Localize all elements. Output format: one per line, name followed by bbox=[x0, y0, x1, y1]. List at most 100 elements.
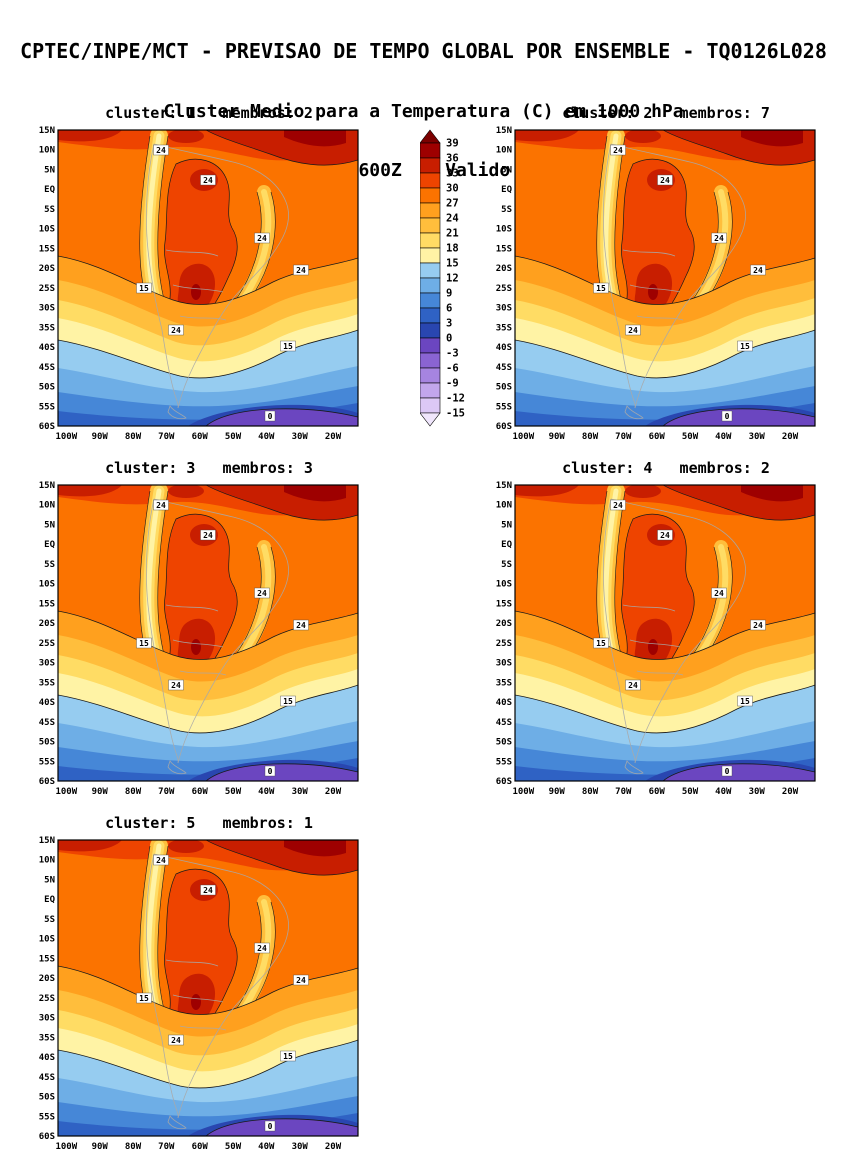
contour-label: 15 bbox=[283, 1052, 293, 1061]
contour-label-box bbox=[264, 1120, 276, 1132]
lat-tick-label: 50S bbox=[39, 1093, 55, 1103]
contour-label-box bbox=[610, 499, 626, 511]
lon-tick-label: 80W bbox=[125, 787, 142, 797]
lat-tick-label: 40S bbox=[39, 343, 55, 353]
lat-tick-label: 15S bbox=[496, 244, 512, 254]
lat-tick-label: 15N bbox=[39, 836, 55, 846]
legend-tick-label: -15 bbox=[446, 408, 465, 420]
lat-tick-label: 5N bbox=[44, 521, 55, 531]
figure-subtitle: Cluster Medio para a Temperatura (C) em … bbox=[163, 101, 684, 122]
lon-tick-label: 70W bbox=[615, 432, 632, 442]
lat-tick-label: 20S bbox=[39, 974, 55, 984]
contour-label: 24 bbox=[296, 621, 306, 630]
legend-tick-label: 39 bbox=[446, 138, 459, 150]
contour-label-box bbox=[136, 992, 152, 1004]
lat-tick-label: 45S bbox=[496, 718, 512, 728]
contour-label-box bbox=[293, 619, 309, 631]
lat-tick-label: 35S bbox=[39, 1033, 55, 1043]
legend-tick-label: 33 bbox=[446, 168, 459, 180]
contour-label: 24 bbox=[296, 976, 306, 985]
contour-label: 15 bbox=[596, 639, 606, 648]
map-frame bbox=[514, 484, 816, 782]
lon-tick-label: 50W bbox=[682, 787, 699, 797]
map-frame bbox=[57, 839, 359, 1137]
lon-tick-label: 40W bbox=[258, 787, 275, 797]
contour-label-box bbox=[280, 695, 296, 707]
lat-tick-label: 35S bbox=[496, 678, 512, 688]
lat-tick-label: 15S bbox=[496, 599, 512, 609]
contour-label: 24 bbox=[660, 531, 670, 540]
lat-tick-label: 50S bbox=[496, 738, 512, 748]
lat-axis-labels: 15N 10N 5N EQ 5S 10S 15S 20S 25S 30S 35S 40S 45S 50S 5… bbox=[39, 126, 56, 432]
contour-label: 24 bbox=[628, 681, 638, 690]
legend-tick-label: -6 bbox=[446, 363, 459, 375]
contour-label-box bbox=[625, 324, 641, 336]
lon-tick-label: 30W bbox=[749, 787, 766, 797]
contour-label: 24 bbox=[296, 266, 306, 275]
lat-tick-label: 60S bbox=[496, 777, 512, 787]
legend-cell bbox=[419, 202, 441, 219]
contour-label: 0 bbox=[725, 412, 730, 421]
contour-label: 24 bbox=[257, 944, 267, 953]
temperature-field bbox=[515, 130, 815, 426]
lat-tick-label: 5S bbox=[44, 560, 55, 570]
panel-title: cluster: 1 membros: 2 bbox=[105, 104, 313, 122]
contour-label: 24 bbox=[714, 589, 724, 598]
lat-tick-label: 55S bbox=[39, 402, 55, 412]
legend-cell bbox=[419, 382, 441, 399]
contour-label-box bbox=[168, 679, 184, 691]
contour-label: 24 bbox=[714, 234, 724, 243]
temperature-map: 24 24 24 24 24 15 15 0 15N 10N 5N EQ 5S 10S 15S 20S 25S 3… bbox=[39, 836, 359, 1152]
temperature-field bbox=[58, 840, 358, 1136]
legend-cell bbox=[419, 337, 441, 354]
lat-tick-label: 10S bbox=[496, 580, 512, 590]
lat-tick-label: 40S bbox=[496, 698, 512, 708]
lon-tick-label: 100W bbox=[55, 1142, 77, 1152]
lat-tick-label: 25S bbox=[496, 639, 512, 649]
lat-tick-label: 15N bbox=[39, 126, 55, 136]
temperature-field bbox=[515, 485, 815, 781]
legend-cell bbox=[419, 262, 441, 279]
panel-title: cluster: 3 membros: 3 bbox=[105, 459, 313, 477]
legend-tick-label: 3 bbox=[446, 318, 452, 330]
lat-tick-label: 50S bbox=[39, 738, 55, 748]
legend-tick-label: 36 bbox=[446, 153, 459, 165]
contour-label-box bbox=[254, 942, 270, 954]
lat-tick-label: 55S bbox=[39, 1112, 55, 1122]
contour-label: 24 bbox=[257, 234, 267, 243]
lon-axis-labels: 100W 90W 80W 70W 60W 50W 40W 30W 20W bbox=[512, 432, 798, 442]
lat-tick-label: 10N bbox=[496, 146, 512, 156]
lat-tick-label: 50S bbox=[39, 383, 55, 393]
lat-tick-label: 60S bbox=[39, 777, 55, 787]
contour-label: 15 bbox=[740, 697, 750, 706]
lat-tick-label: 30S bbox=[496, 304, 512, 314]
lat-tick-label: 15N bbox=[39, 481, 55, 491]
lon-tick-label: 100W bbox=[512, 432, 534, 442]
lat-tick-label: 15N bbox=[496, 481, 512, 491]
legend-tick-label: -12 bbox=[446, 393, 465, 405]
lat-tick-label: 40S bbox=[496, 343, 512, 353]
map-frame bbox=[57, 129, 359, 427]
contour-label-box bbox=[711, 232, 727, 244]
contour-label-box bbox=[168, 1034, 184, 1046]
lon-tick-label: 20W bbox=[782, 432, 799, 442]
contour-labels: 24 24 24 24 24 15 15 0 bbox=[593, 144, 766, 422]
contour-label: 24 bbox=[171, 326, 181, 335]
lat-tick-label: EQ bbox=[501, 540, 512, 550]
lat-tick-label: 20S bbox=[496, 264, 512, 274]
contour-label: 24 bbox=[613, 146, 623, 155]
contour-labels: 24 24 24 24 24 15 15 0 bbox=[136, 144, 309, 422]
cluster-panel-2: cluster: 2 membros: 7 24 24 24 24 24 15 15 0 15N… bbox=[485, 96, 817, 444]
legend-tick-label: -9 bbox=[446, 378, 459, 390]
lat-tick-label: 30S bbox=[39, 659, 55, 669]
contour-label-box bbox=[721, 765, 733, 777]
contour-label: 24 bbox=[753, 621, 763, 630]
contour-label-box bbox=[153, 144, 169, 156]
lon-tick-label: 90W bbox=[92, 787, 109, 797]
contour-label: 15 bbox=[283, 342, 293, 351]
legend-tick-label: 24 bbox=[446, 213, 459, 225]
contour-label-box bbox=[254, 587, 270, 599]
contour-label: 24 bbox=[628, 326, 638, 335]
color-legend: 39 36 33 30 27 24 21 18 15 12 9 6 3 0 -3 -6 -9 -12 -15 bbox=[419, 126, 490, 434]
contour-label-box bbox=[593, 637, 609, 649]
